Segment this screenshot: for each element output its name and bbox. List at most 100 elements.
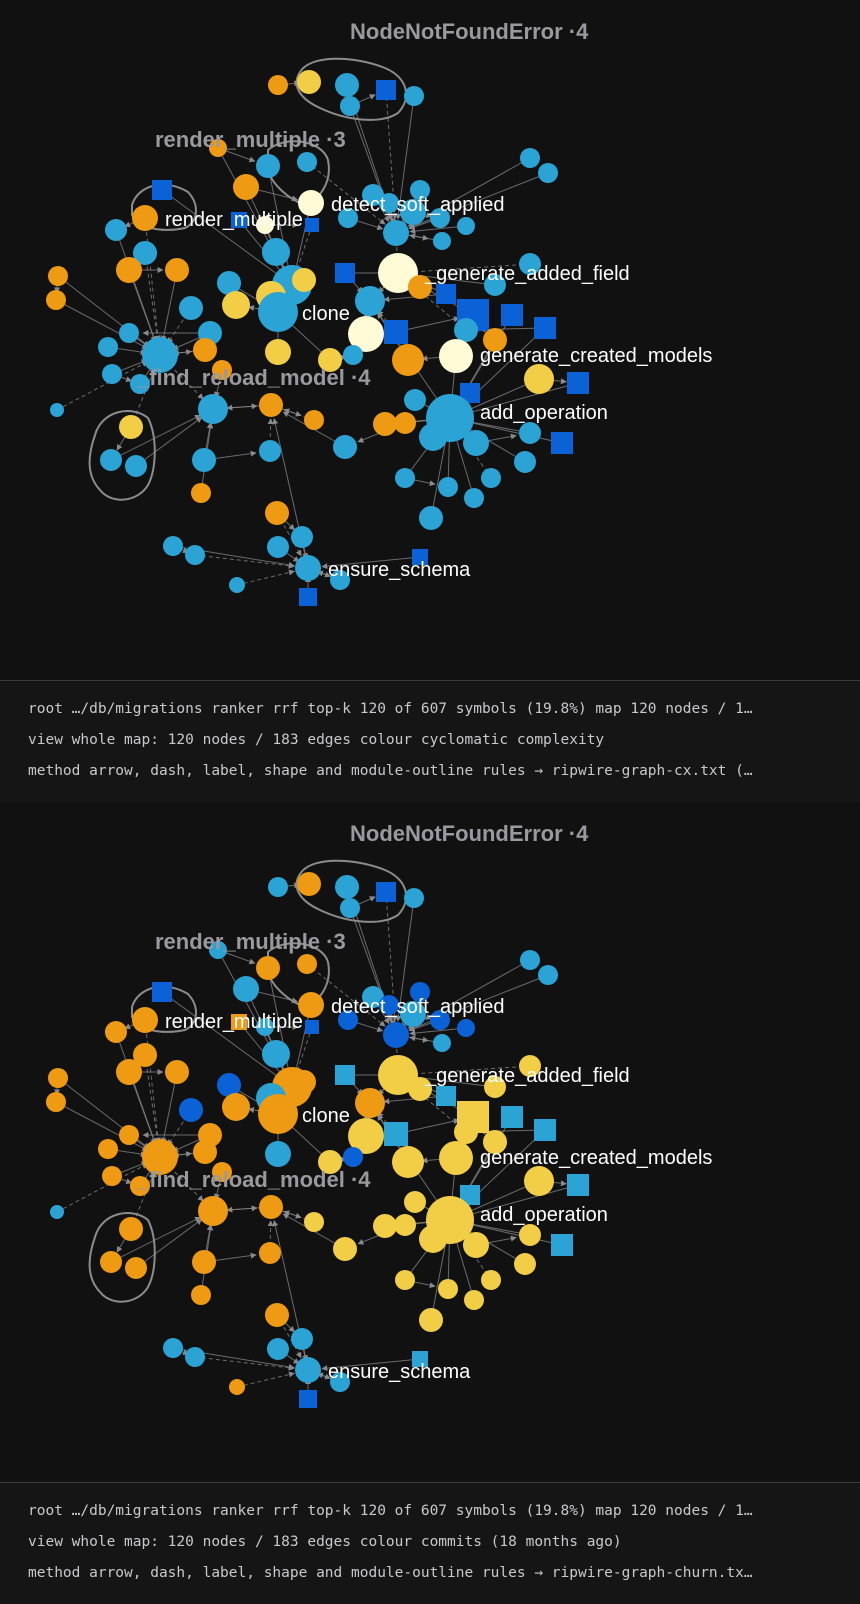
function-node[interactable] [340,898,360,918]
function-node[interactable] [116,1059,142,1085]
node-label-generate-added-field[interactable]: _generate_added_field [424,1065,630,1087]
function-node[interactable] [433,1034,451,1052]
class-node[interactable] [152,982,172,1002]
class-node[interactable] [551,432,573,454]
function-node[interactable] [116,257,142,283]
class-node[interactable] [376,882,396,902]
node-label-ensure-schema[interactable]: ensure_schema [328,559,471,581]
class-node[interactable] [567,1174,589,1196]
class-node[interactable] [384,1122,408,1146]
function-node[interactable] [265,339,291,365]
function-node[interactable] [268,75,288,95]
function-node[interactable] [404,1191,426,1213]
function-node[interactable] [132,205,158,231]
function-node[interactable] [394,412,416,434]
function-node[interactable] [291,526,313,548]
function-node[interactable] [267,536,289,558]
function-node[interactable] [46,1092,66,1112]
class-node[interactable] [335,263,355,283]
function-node[interactable] [46,290,66,310]
function-node[interactable] [265,1303,289,1327]
function-node[interactable] [119,415,143,439]
class-node[interactable] [384,320,408,344]
info-line-method[interactable]: method arrow, dash, label, shape and mod… [28,761,832,792]
function-node[interactable] [105,219,127,241]
function-node[interactable] [119,323,139,343]
function-node[interactable] [538,163,558,183]
function-node[interactable] [340,96,360,116]
function-node[interactable] [185,1347,205,1367]
graph-canvas[interactable]: NodeNotFoundError ·4 render_multiple ·3 … [0,0,860,680]
function-node[interactable] [198,394,228,424]
function-node[interactable] [343,1147,363,1167]
function-node[interactable] [259,1242,281,1264]
function-node[interactable] [292,1070,316,1094]
function-node[interactable] [514,1253,536,1275]
function-node[interactable] [395,468,415,488]
function-node[interactable] [191,1285,211,1305]
function-node[interactable] [304,410,324,430]
node-label-render-multiple[interactable]: render_multiple [165,209,303,231]
function-node[interactable] [291,1328,313,1350]
function-node[interactable] [481,1270,501,1290]
function-node[interactable] [463,430,489,456]
function-node[interactable] [102,1166,122,1186]
function-node[interactable] [438,477,458,497]
class-node[interactable] [305,1020,319,1034]
class-node[interactable] [299,1390,317,1408]
function-node[interactable] [125,1257,147,1279]
function-node[interactable] [335,875,359,899]
function-node[interactable] [383,220,409,246]
function-node[interactable] [50,1205,64,1219]
function-node[interactable] [229,1379,245,1395]
function-node[interactable] [439,1141,473,1175]
function-node[interactable] [355,286,385,316]
info-line-method[interactable]: method arrow, dash, label, shape and mod… [28,1563,832,1594]
class-node[interactable] [152,180,172,200]
class-node[interactable] [436,284,456,304]
function-node[interactable] [297,872,321,896]
node-label-add-operation[interactable]: add_operation [480,402,608,424]
function-node[interactable] [50,403,64,417]
function-node[interactable] [404,86,424,106]
function-node[interactable] [165,258,189,282]
function-node[interactable] [119,1125,139,1145]
function-node[interactable] [373,412,397,436]
function-node[interactable] [98,1139,118,1159]
function-node[interactable] [392,344,424,376]
function-node[interactable] [268,877,288,897]
function-node[interactable] [258,1094,298,1134]
function-node[interactable] [256,956,280,980]
function-node[interactable] [335,73,359,97]
function-node[interactable] [100,449,122,471]
function-node[interactable] [105,1021,127,1043]
node-label-add-operation[interactable]: add_operation [480,1204,608,1226]
node-label-clone[interactable]: clone [302,1105,350,1127]
function-node[interactable] [262,1040,290,1068]
function-node[interactable] [256,154,280,178]
node-label-render-multiple[interactable]: render_multiple [165,1011,303,1033]
node-label-ensure-schema[interactable]: ensure_schema [328,1361,471,1383]
function-node[interactable] [259,393,283,417]
graph-canvas[interactable]: NodeNotFoundError ·4 render_multiple ·3 … [0,802,860,1482]
function-node[interactable] [297,70,321,94]
function-node[interactable] [343,345,363,365]
function-node[interactable] [179,1098,203,1122]
function-node[interactable] [193,1140,217,1164]
class-node[interactable] [335,1065,355,1085]
class-node[interactable] [567,372,589,394]
node-label-detect-soft-applied[interactable]: detect_soft_applied [331,996,504,1018]
function-node[interactable] [119,1217,143,1241]
class-node[interactable] [436,1086,456,1106]
function-node[interactable] [262,238,290,266]
function-node[interactable] [333,435,357,459]
function-node[interactable] [392,1146,424,1178]
function-node[interactable] [295,555,321,581]
function-node[interactable] [419,1225,447,1253]
function-node[interactable] [259,1195,283,1219]
function-node[interactable] [179,296,203,320]
function-node[interactable] [538,965,558,985]
function-node[interactable] [191,483,211,503]
class-node[interactable] [501,304,523,326]
function-node[interactable] [297,954,317,974]
